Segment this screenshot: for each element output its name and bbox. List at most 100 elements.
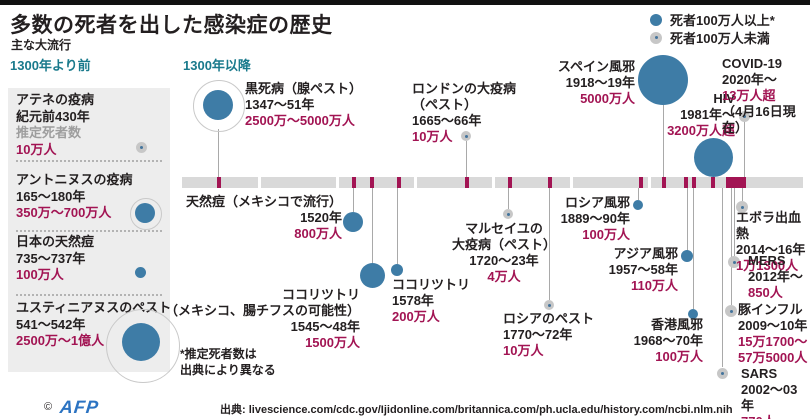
event-deaths: 10万人 [16,141,57,157]
event-label-cocoliztli-1578: ココリツトリ 1578年 200万人 [392,277,470,325]
event-name: 黒死病（腺ペスト） [245,81,363,96]
top-rule [0,0,810,5]
page-subtitle: 主な大流行 [11,38,72,52]
event-name: ロンドンの大疫病 [412,81,517,96]
spanish-flu-circle [638,55,688,105]
event-name: スペイン風邪 [557,59,635,74]
event-name: ココリツトリ [281,287,360,302]
event-label-russia-plague: ロシアのペスト 1770〜72年 10万人 [503,311,594,359]
event-deaths: 13万人超 [722,88,776,103]
pre1300-entry-antonine: アントニヌスの疫病 165〜180年 350万〜700万人 [16,172,132,222]
event-label-asian-flu: アジア風邪 1957〜58年 110万人 [609,246,678,294]
event-years: 2020年〜 [722,72,777,87]
footnote-line1: *推定死者数は [180,347,257,361]
tick-1957 [684,177,688,188]
tick-2002 [726,177,730,188]
century-gap-1600 [414,177,417,188]
event-deaths: 5000万人 [580,91,635,106]
footnote: *推定死者数は 出典により異なる [180,346,276,378]
mers-circle [728,256,740,268]
line-ebola [742,188,743,201]
line-covid19 [744,122,745,177]
event-label-smallpox-mexico: 天然痘（メキシコで流行） 1520年 800万人 [186,194,342,242]
event-years: 1545〜48年 [290,319,360,334]
event-years: 2014〜16年 [736,242,806,257]
london-circle [461,131,471,141]
event-years: 1968〜70年 [633,333,703,348]
event-label-cocoliztli-1545: ココリツトリ （メキシコ、腸チフスの可能性） 1545〜48年 1500万人 [165,287,360,351]
event-note: 推定死者数 [16,125,82,140]
line-mers [734,188,735,256]
event-deaths: 10万人 [503,343,544,358]
event-deaths: 1万1300人 [736,258,799,273]
antonine-circle [135,203,155,223]
line-sars [722,188,723,367]
event-name: 香港風邪 [650,317,703,332]
event-years: 1347〜51年 [245,97,315,112]
event-name: アントニヌスの疫病 [16,172,133,187]
event-deaths: 800万人 [294,226,342,241]
event-label-mers: MERS 2012年〜 850人 [748,253,803,301]
event-years: 2002〜03年 [741,382,798,413]
event-label-hongkong-flu: 香港風邪 1968〜70年 100万人 [634,317,703,365]
legend-small-dot-icon [650,31,662,44]
century-gap-1400 [258,177,261,188]
pre1300-entry-athens: アテネの疫病 紀元前430年 推定死者数 10万人 [16,92,94,158]
tick-1770 [548,177,552,188]
sars-circle [717,368,728,379]
event-years: 1720〜23年 [469,253,539,268]
event-years: 1665〜66年 [412,113,482,128]
hiv-circle [694,138,733,177]
asian-flu-circle [681,250,693,262]
event-label-ebola: エボラ出血熱 2014〜16年 1万1300人 [736,210,810,274]
event-deaths: 2500万〜1億人 [16,333,105,348]
event-years: 1520年 [300,210,342,225]
event-name: アテネの疫病 [16,92,95,107]
panel-separator [16,294,162,296]
justinian-ring [106,309,180,383]
event-name: エボラ出血熱 [736,210,802,241]
line-marseille [508,188,509,209]
line-black-death [218,129,219,177]
line-hongkong-flu [693,188,694,309]
source-line: 出典: livescience.com/cdc.gov/Ijidonline.c… [220,404,733,416]
antonine-ring [130,198,162,230]
tick-2014 [738,177,742,188]
event-name: ロシアのペスト [503,311,595,326]
legend-small-label: 死者100万人未満 [670,31,770,46]
legend-large-dot-icon [650,13,662,26]
line-swine-flu [731,188,732,305]
century-gap-1800 [570,177,573,188]
event-deaths: 15万1700〜 [738,334,808,349]
black-death-circle [203,90,233,120]
event-deaths: 10万人 [412,129,453,144]
tick-1720 [508,177,512,188]
event-name: 日本の天然痘 [16,234,95,249]
line-spanish-flu [663,105,664,177]
event-label-swine-flu: 豚インフル 2009〜10年 15万1700〜 57万5000人 [738,302,807,366]
tick-2012 [734,177,738,188]
line-asian-flu [687,188,688,252]
event-years: 1578年 [392,293,434,308]
section-after-1300: 1300年以降 [183,58,251,73]
event-years: 2009〜10年 [738,318,808,333]
event-name: 豚インフル [738,302,803,317]
event-years: 紀元前430年 [16,108,90,124]
line-smallpox-mexico [353,188,354,212]
legend-row-small: 死者100万人未満 [650,28,770,47]
event-label-spanish-flu: スペイン風邪 1918〜19年 5000万人 [558,59,635,107]
legend-large-label: 死者100万人以上* [670,13,775,28]
event-deaths: 100万人 [655,349,703,364]
panel-separator [16,230,162,232]
russia-plague-circle [544,300,554,310]
ebola-circle [736,201,748,213]
russian-flu-circle [633,200,643,210]
justinian-circle [122,323,160,361]
legend-row-large: 死者100万人以上* [650,10,775,29]
covid19-circle [739,111,750,122]
event-deaths: 850人 [748,285,783,300]
event-years: 2012年〜 [748,269,803,284]
tick-2020 [742,177,746,188]
century-gap-1900 [648,177,651,188]
